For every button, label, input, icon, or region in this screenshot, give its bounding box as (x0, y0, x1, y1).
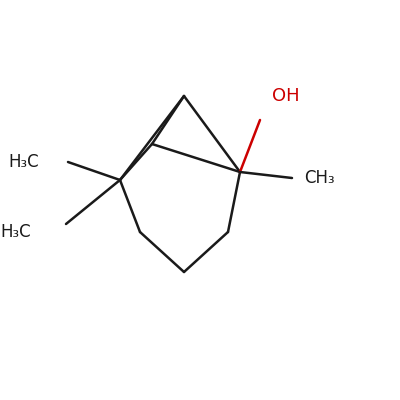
Text: CH₃: CH₃ (304, 169, 335, 187)
Text: H₃C: H₃C (0, 223, 31, 241)
Text: H₃C: H₃C (8, 153, 39, 171)
Text: OH: OH (272, 87, 300, 105)
